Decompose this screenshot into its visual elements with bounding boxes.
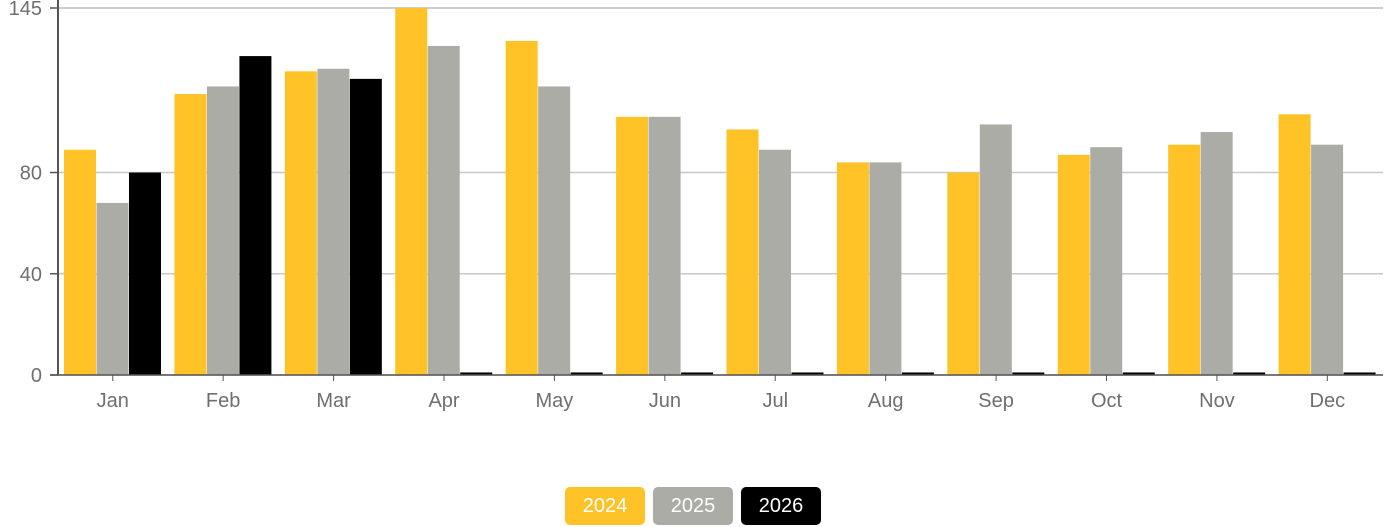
- bar-2024-feb: [174, 94, 207, 375]
- bar-2026-aug: [901, 372, 934, 375]
- bar-2024-dec: [1278, 114, 1311, 375]
- y-tick-label: 145: [9, 0, 42, 20]
- x-tick-label-nov: Nov: [1199, 390, 1235, 412]
- bar-2026-feb: [239, 56, 272, 375]
- x-tick-label-dec: Dec: [1310, 390, 1346, 412]
- bar-2025-sep: [979, 124, 1012, 376]
- bar-2024-nov: [1168, 144, 1201, 375]
- bar-2025-jan: [96, 202, 129, 375]
- bar-2025-jul: [759, 149, 791, 375]
- bar-2025-aug: [869, 162, 902, 375]
- x-tick-label-may: May: [536, 390, 574, 412]
- x-tick-label-jan: Jan: [97, 390, 129, 412]
- bar-2024-oct: [1057, 154, 1090, 375]
- x-tick-label-apr: Apr: [428, 390, 459, 412]
- legend-item-2025[interactable]: 2025: [653, 487, 733, 525]
- x-tick-label-aug: Aug: [868, 390, 904, 412]
- bar-2024-jun: [616, 116, 649, 376]
- bar-2025-mar: [317, 68, 350, 376]
- bar-2026-sep: [1012, 372, 1045, 375]
- legend: 2024 2025 2026: [0, 487, 1386, 525]
- bar-2026-nov: [1233, 372, 1266, 375]
- bar-2025-dec: [1311, 144, 1344, 375]
- bar-2026-oct: [1122, 372, 1155, 375]
- bar-2025-oct: [1090, 147, 1123, 375]
- bar-2024-mar: [284, 71, 317, 375]
- bar-2026-apr: [460, 372, 493, 375]
- bar-2024-aug: [836, 162, 869, 375]
- legend-item-2024[interactable]: 2024: [565, 487, 645, 525]
- bar-2026-may: [570, 372, 603, 375]
- y-tick-label: 0: [31, 365, 42, 387]
- x-tick-label-mar: Mar: [316, 390, 351, 412]
- x-tick-label-feb: Feb: [206, 390, 240, 412]
- bar-2024-sep: [947, 172, 980, 375]
- bar-2024-jul: [726, 129, 759, 375]
- bar-2026-jun: [681, 372, 714, 375]
- x-tick-label-sep: Sep: [978, 390, 1014, 412]
- x-tick-label-jul: Jul: [762, 390, 788, 412]
- bar-2026-mar: [349, 78, 382, 376]
- y-tick-label: 40: [20, 264, 42, 286]
- x-tick-label-jun: Jun: [649, 390, 681, 412]
- bar-2026-jan: [129, 172, 161, 375]
- y-tick-label: 80: [20, 163, 42, 185]
- bar-2026-dec: [1343, 372, 1376, 375]
- bar-2026-jul: [791, 372, 824, 375]
- bar-2025-feb: [206, 86, 239, 375]
- bar-2025-jun: [648, 116, 681, 376]
- bar-2024-may: [505, 40, 538, 376]
- legend-item-2026[interactable]: 2026: [741, 487, 821, 525]
- bar-2024-jan: [64, 149, 96, 375]
- x-tick-label-oct: Oct: [1091, 390, 1123, 412]
- bar-2025-nov: [1200, 132, 1233, 375]
- bar-2025-apr: [427, 45, 460, 376]
- bar-2025-may: [538, 86, 571, 375]
- bar-2024-apr: [395, 8, 428, 375]
